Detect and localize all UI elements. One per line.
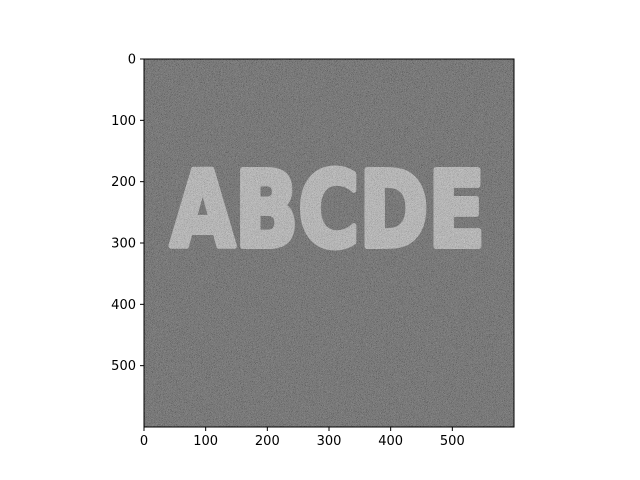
x-tick-label: 400 — [378, 434, 403, 449]
x-tick-label: 200 — [255, 434, 280, 449]
y-tick-label: 200 — [111, 175, 136, 190]
x-axis: 0 100 200 300 400 500 — [140, 427, 465, 449]
x-tick-label: 500 — [440, 434, 465, 449]
image-noise — [144, 59, 514, 427]
y-axis: 0 100 200 300 400 500 — [111, 53, 144, 374]
x-tick-label: 100 — [193, 434, 218, 449]
y-tick-label: 100 — [111, 114, 136, 129]
x-tick-label: 300 — [317, 434, 342, 449]
y-tick-label: 0 — [128, 53, 136, 68]
y-tick-label: 500 — [111, 359, 136, 374]
y-tick-label: 300 — [111, 237, 136, 252]
plot-area: ABCDE — [144, 59, 514, 427]
y-tick-label: 400 — [111, 298, 136, 313]
x-tick-label: 0 — [140, 434, 148, 449]
